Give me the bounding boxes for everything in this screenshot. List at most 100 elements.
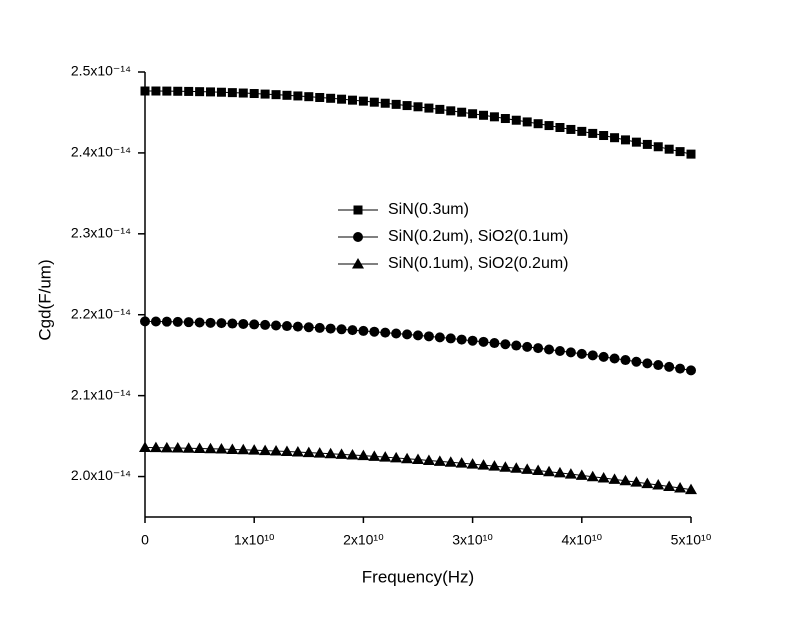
marker [237, 443, 250, 455]
marker [608, 473, 621, 484]
marker [161, 316, 172, 327]
marker [500, 114, 510, 124]
marker [564, 468, 577, 479]
marker [204, 442, 217, 454]
legend-label: SiN(0.1um), SiO2(0.2um) [388, 255, 569, 272]
marker [291, 446, 304, 457]
marker [227, 318, 238, 329]
marker [642, 358, 653, 369]
marker [336, 324, 347, 335]
marker [555, 123, 565, 133]
marker [444, 456, 457, 467]
marker [160, 441, 173, 453]
marker [479, 110, 489, 120]
marker [413, 330, 423, 341]
marker [553, 466, 566, 478]
marker [413, 102, 423, 112]
marker [609, 353, 620, 364]
marker [675, 363, 686, 374]
marker [282, 90, 292, 100]
marker [380, 327, 391, 338]
marker [511, 115, 521, 125]
marker [521, 463, 534, 474]
x-tick-label: 4x10¹⁰ [561, 532, 602, 548]
marker [390, 451, 403, 463]
marker [434, 332, 445, 343]
marker [533, 343, 544, 354]
marker [139, 441, 151, 452]
marker [326, 93, 336, 103]
marker [195, 87, 205, 97]
marker [149, 441, 162, 453]
marker [325, 323, 336, 334]
marker [422, 454, 435, 465]
legend-label: SiN(0.3um) [388, 201, 469, 218]
marker [206, 87, 216, 97]
marker [565, 347, 576, 358]
marker [324, 447, 337, 459]
marker [162, 86, 172, 96]
marker [468, 109, 478, 119]
marker [248, 444, 261, 455]
marker [424, 103, 434, 113]
marker [194, 317, 205, 328]
marker [369, 326, 380, 337]
marker [532, 464, 545, 476]
marker [215, 443, 228, 454]
marker [554, 345, 565, 356]
marker [576, 348, 587, 359]
marker [466, 458, 479, 469]
marker [205, 317, 216, 328]
marker [172, 316, 183, 327]
marker [270, 445, 283, 456]
marker [467, 335, 478, 346]
marker [566, 124, 576, 134]
marker [140, 86, 150, 96]
marker [401, 452, 414, 464]
marker [642, 139, 652, 149]
y-tick-label: 2.5x10⁻¹⁴ [71, 63, 131, 79]
marker [271, 320, 282, 331]
marker [510, 462, 523, 473]
marker [522, 341, 533, 352]
marker [653, 360, 664, 371]
marker [352, 258, 364, 269]
marker [543, 465, 556, 477]
marker [489, 112, 499, 122]
marker [674, 482, 687, 493]
marker [402, 101, 412, 111]
legend-label: SiN(0.2um), SiO2(0.1um) [388, 228, 569, 245]
marker [488, 460, 501, 471]
marker [249, 89, 259, 99]
marker [347, 95, 357, 105]
marker [280, 445, 293, 457]
marker [610, 133, 620, 143]
marker [353, 232, 363, 242]
marker [402, 329, 413, 340]
y-tick-label: 2.1x10⁻¹⁴ [71, 386, 131, 402]
marker [260, 319, 271, 330]
marker [664, 144, 674, 154]
marker [489, 338, 500, 349]
marker [315, 92, 325, 102]
marker [575, 469, 588, 480]
marker [477, 459, 490, 470]
marker [151, 86, 161, 96]
marker [587, 350, 598, 361]
marker [631, 137, 641, 147]
marker [226, 443, 239, 454]
marker [313, 447, 326, 458]
marker [544, 344, 555, 355]
x-tick-label: 3x10¹⁰ [452, 532, 493, 548]
marker [150, 316, 161, 327]
marker [281, 321, 292, 332]
marker [675, 147, 685, 157]
marker [227, 88, 237, 98]
marker [577, 126, 587, 136]
marker [216, 87, 226, 97]
x-tick-label: 0 [141, 532, 149, 548]
marker [597, 472, 610, 483]
marker [455, 457, 468, 468]
marker [619, 474, 632, 486]
